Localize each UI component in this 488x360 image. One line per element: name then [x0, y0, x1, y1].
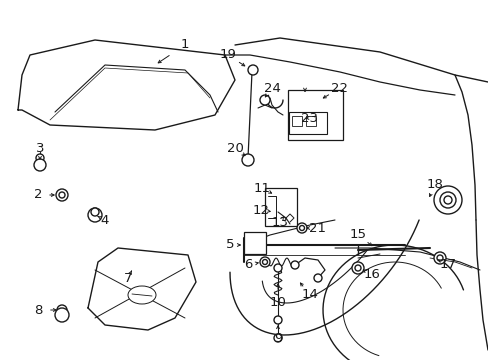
Text: 17: 17 — [439, 258, 456, 271]
Text: 5: 5 — [225, 238, 234, 252]
Circle shape — [247, 65, 258, 75]
Text: 16: 16 — [363, 269, 380, 282]
Circle shape — [273, 334, 282, 342]
Circle shape — [443, 196, 451, 204]
Circle shape — [313, 274, 321, 282]
Circle shape — [273, 264, 282, 272]
Circle shape — [91, 208, 99, 216]
Text: 23: 23 — [301, 112, 318, 125]
Circle shape — [57, 305, 67, 315]
Circle shape — [34, 159, 46, 171]
Circle shape — [299, 225, 304, 230]
Bar — [244, 232, 265, 254]
Circle shape — [59, 192, 65, 198]
Circle shape — [273, 316, 282, 324]
Circle shape — [354, 265, 360, 271]
Text: 13: 13 — [271, 216, 288, 229]
Circle shape — [56, 189, 68, 201]
Circle shape — [260, 257, 269, 267]
Text: 14: 14 — [301, 288, 318, 302]
Circle shape — [290, 261, 298, 269]
Text: 7: 7 — [123, 271, 132, 284]
Circle shape — [88, 208, 102, 222]
Text: 20: 20 — [226, 141, 243, 154]
Circle shape — [436, 255, 442, 261]
Bar — [264, 188, 296, 226]
Text: 9: 9 — [273, 332, 282, 345]
Text: 22: 22 — [331, 81, 348, 94]
Text: 8: 8 — [34, 303, 42, 316]
Text: 2: 2 — [34, 189, 42, 202]
Text: 3: 3 — [36, 141, 44, 154]
Bar — [287, 90, 342, 140]
Circle shape — [260, 95, 269, 105]
Text: 21: 21 — [309, 221, 326, 234]
Circle shape — [242, 154, 253, 166]
Circle shape — [351, 262, 363, 274]
Circle shape — [55, 308, 69, 322]
Bar — [288, 112, 326, 134]
Text: 4: 4 — [101, 213, 109, 226]
Ellipse shape — [128, 286, 156, 304]
Text: 18: 18 — [426, 179, 443, 192]
Text: 19: 19 — [219, 49, 236, 62]
Circle shape — [439, 192, 455, 208]
Text: 15: 15 — [349, 229, 366, 242]
Circle shape — [262, 260, 267, 265]
Circle shape — [433, 186, 461, 214]
Circle shape — [433, 252, 445, 264]
Text: 6: 6 — [244, 258, 252, 271]
Circle shape — [36, 154, 44, 162]
Bar — [291, 116, 302, 126]
Text: 1: 1 — [181, 39, 189, 51]
Bar — [305, 116, 315, 126]
Text: 12: 12 — [252, 203, 269, 216]
Circle shape — [296, 223, 306, 233]
Text: 10: 10 — [269, 296, 286, 309]
Text: 11: 11 — [253, 181, 270, 194]
Text: 24: 24 — [263, 81, 280, 94]
